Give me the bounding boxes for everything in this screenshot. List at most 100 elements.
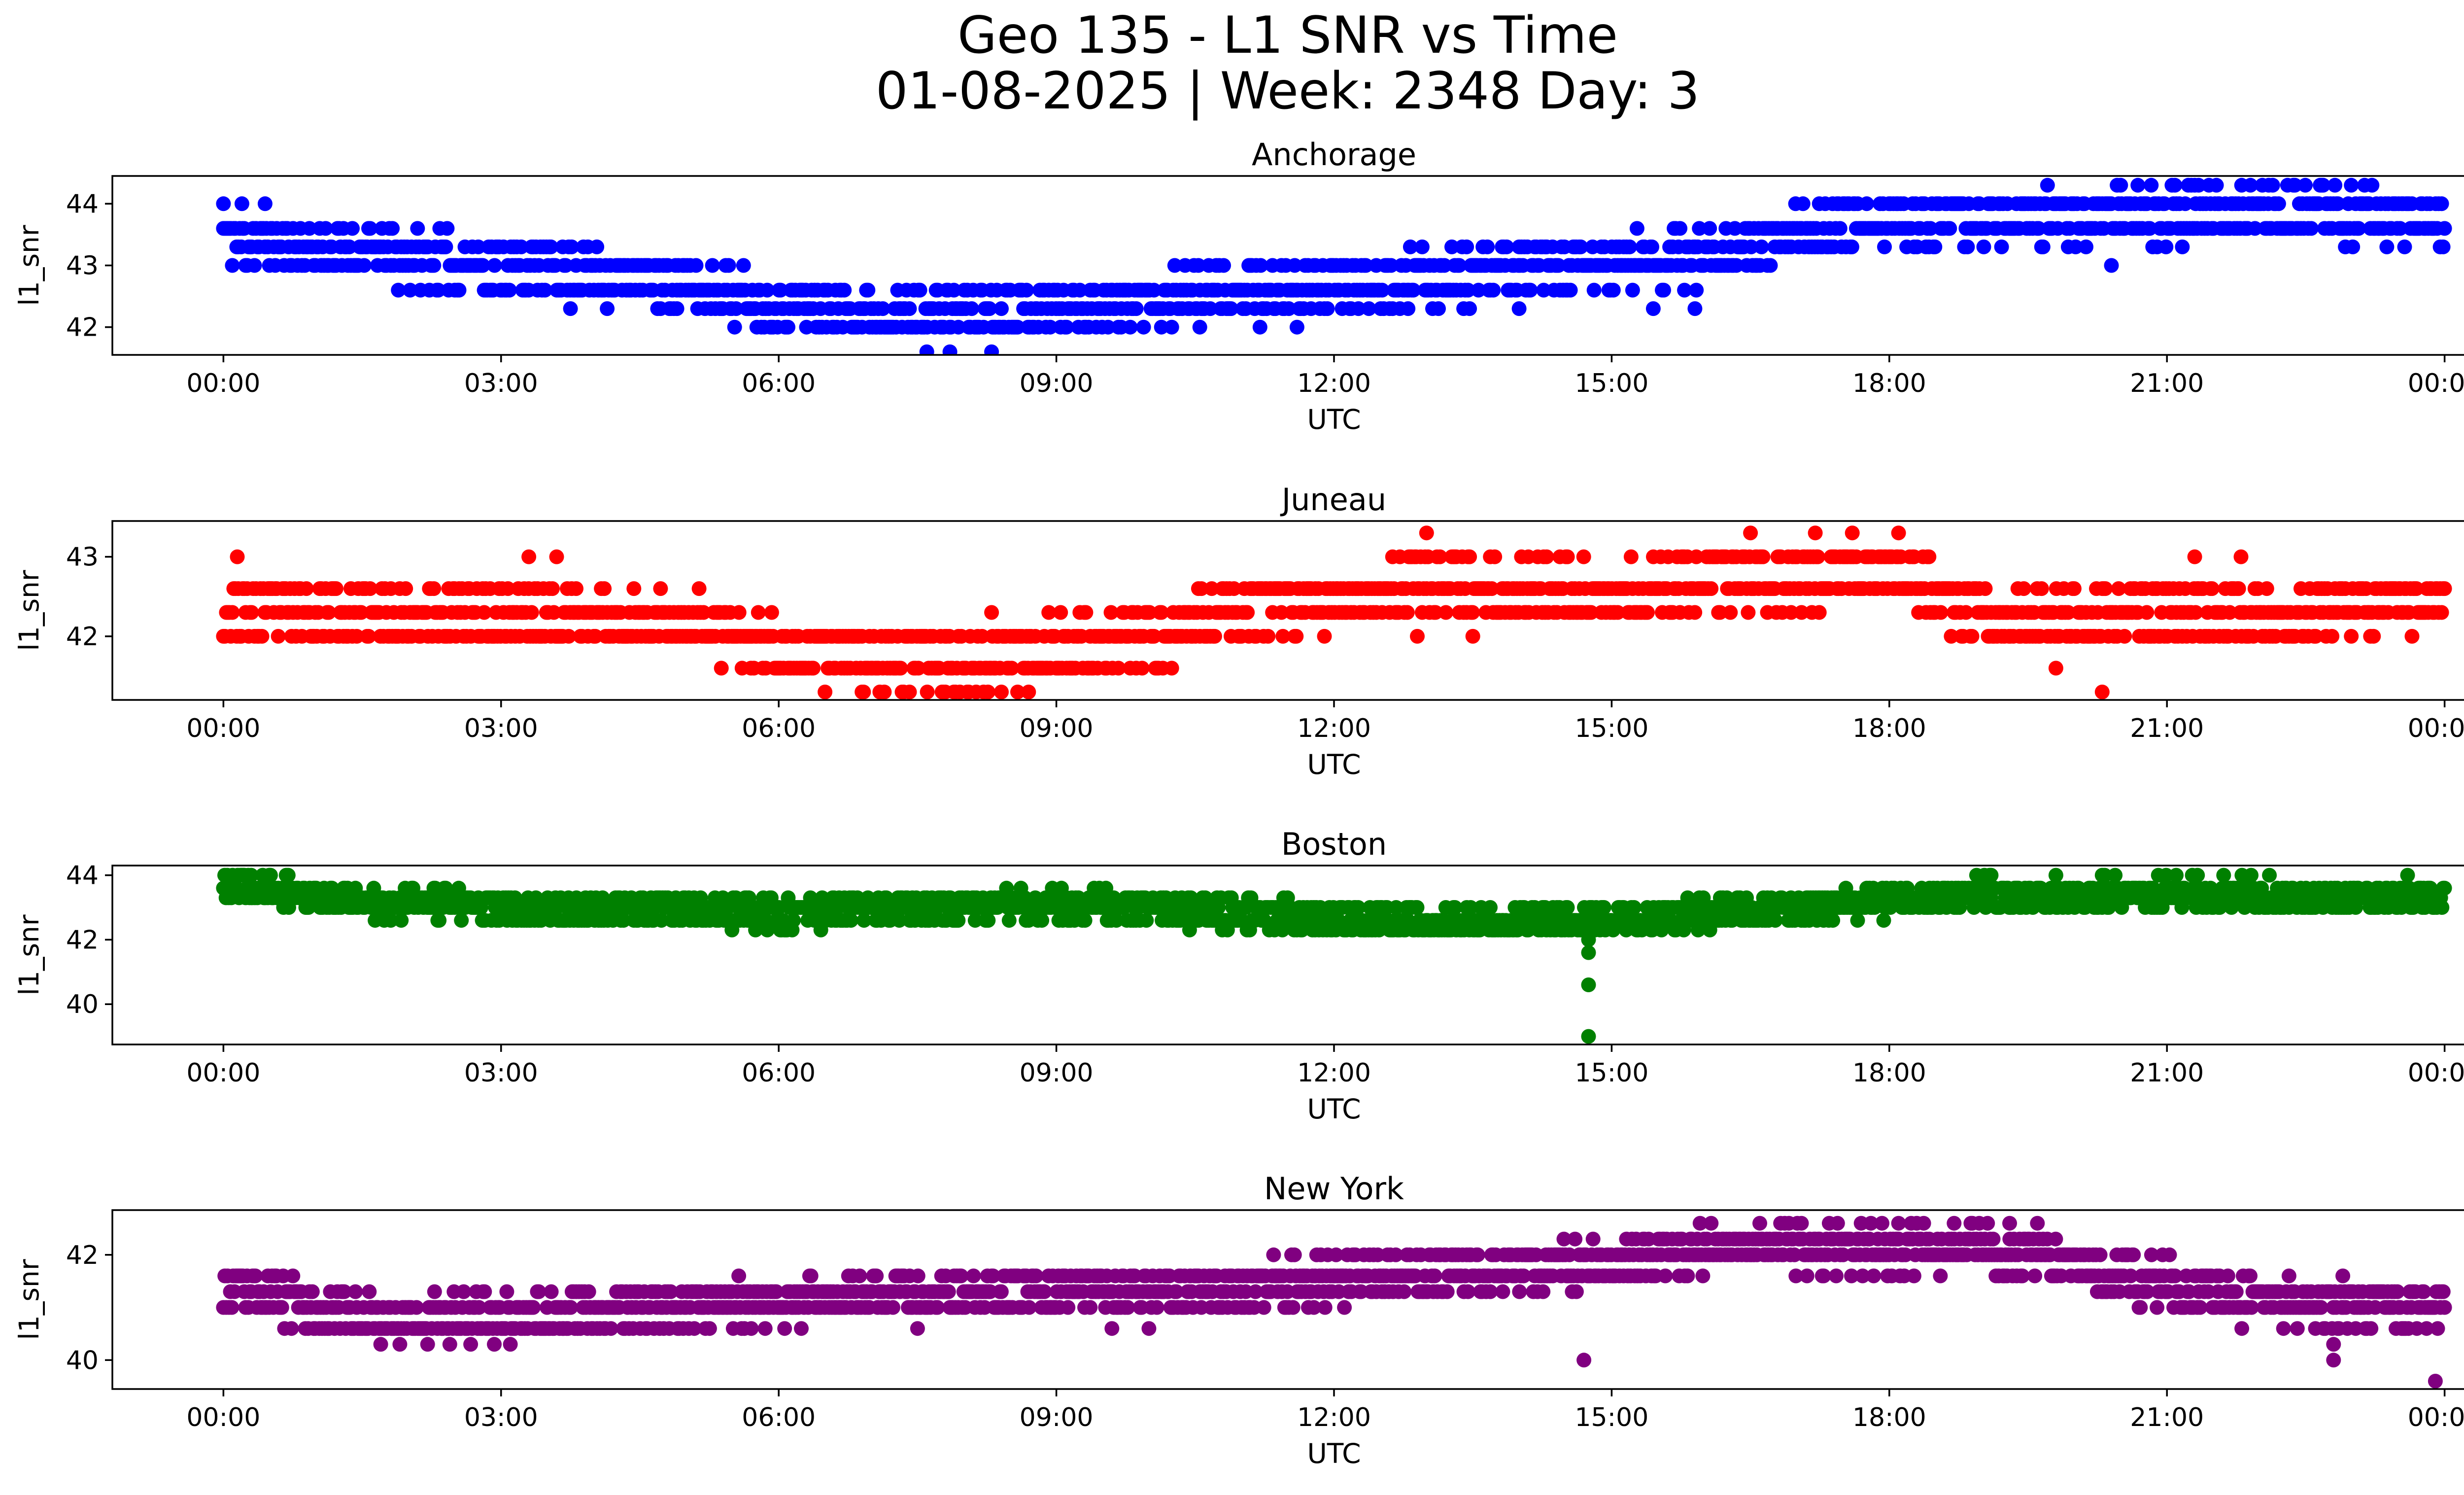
y-tick-label: 43 xyxy=(66,543,99,572)
data-point xyxy=(2231,581,2246,596)
data-point xyxy=(263,868,278,883)
data-point xyxy=(714,661,729,676)
data-point xyxy=(1289,319,1304,335)
data-point xyxy=(1192,319,1207,335)
x-tick-label: 00:00 xyxy=(2408,369,2464,398)
data-point xyxy=(1154,319,1169,335)
data-point xyxy=(1964,628,1980,644)
data-point xyxy=(597,581,612,596)
data-point xyxy=(1461,282,1476,298)
x-tick-label: 18:00 xyxy=(1852,714,1926,743)
data-point xyxy=(2048,661,2063,676)
data-point xyxy=(2187,177,2202,193)
data-point xyxy=(2271,196,2286,211)
data-point xyxy=(394,913,409,928)
data-point xyxy=(1763,258,1778,273)
data-point xyxy=(588,628,603,644)
data-point xyxy=(1059,319,1074,335)
data-point xyxy=(1744,239,1759,254)
data-point xyxy=(349,628,364,644)
data-point xyxy=(1034,913,1050,928)
data-point xyxy=(984,605,999,620)
y-tick-label: 40 xyxy=(66,990,99,1019)
data-point xyxy=(2108,868,2123,883)
data-point xyxy=(524,605,539,620)
data-point xyxy=(1437,258,1452,273)
data-point xyxy=(2031,221,2046,236)
x-tick-label: 00:00 xyxy=(186,1058,260,1088)
data-point xyxy=(500,581,515,596)
data-point xyxy=(891,913,907,928)
data-point xyxy=(1465,628,1480,644)
data-point xyxy=(254,628,270,644)
data-point xyxy=(1139,913,1154,928)
data-point xyxy=(1825,913,1841,928)
data-point xyxy=(2094,868,2110,883)
data-point xyxy=(1261,628,1276,644)
data-point xyxy=(1154,605,1169,620)
data-point xyxy=(1134,661,1150,676)
data-point xyxy=(1560,900,1575,915)
data-point xyxy=(736,258,751,273)
data-point xyxy=(2144,177,2159,193)
data-point xyxy=(653,581,668,596)
data-point xyxy=(431,282,446,298)
data-point xyxy=(1673,221,1688,236)
data-point xyxy=(2351,221,2366,236)
x-tick-label: 18:00 xyxy=(1852,1058,1926,1088)
data-point xyxy=(1581,945,1596,960)
data-point xyxy=(1410,628,1425,644)
data-point xyxy=(1976,239,1991,254)
data-point xyxy=(2158,239,2174,254)
y-tick-label: 42 xyxy=(66,925,99,955)
x-tick-label: 18:00 xyxy=(1852,369,1926,398)
data-point xyxy=(902,301,917,316)
figure-title: Geo 135 - L1 SNR vs Time xyxy=(957,6,1618,65)
data-point xyxy=(967,913,983,928)
data-point xyxy=(771,900,787,915)
data-point xyxy=(1768,913,1783,928)
data-point xyxy=(773,282,788,298)
y-tick-label: 43 xyxy=(66,251,99,281)
data-point xyxy=(426,581,442,596)
data-point xyxy=(1712,605,1728,620)
data-point xyxy=(837,282,852,298)
data-point xyxy=(2259,581,2274,596)
data-point xyxy=(1923,221,1938,236)
data-point xyxy=(454,913,469,928)
data-point xyxy=(1317,628,1332,644)
data-point xyxy=(1656,282,1671,298)
x-tick-label: 00:00 xyxy=(2408,714,2464,743)
data-point xyxy=(2117,628,2132,644)
data-point xyxy=(1944,628,1959,644)
data-point xyxy=(1191,258,1206,273)
data-point xyxy=(981,913,996,928)
data-point xyxy=(1640,605,1655,620)
data-point xyxy=(1167,258,1182,273)
data-point xyxy=(2048,868,2063,883)
data-point xyxy=(1743,525,1758,541)
data-point xyxy=(2437,221,2452,236)
data-point xyxy=(2068,239,2083,254)
data-point xyxy=(1573,239,1588,254)
data-point xyxy=(1551,258,1566,273)
data-point xyxy=(1795,196,1811,211)
data-point xyxy=(225,258,240,273)
data-point xyxy=(1596,900,1611,915)
data-point xyxy=(2113,177,2128,193)
data-point xyxy=(743,661,758,676)
data-point xyxy=(2434,900,2450,915)
data-point xyxy=(2344,628,2359,644)
data-point xyxy=(2244,868,2259,883)
data-point xyxy=(1227,581,1241,596)
data-point xyxy=(2379,239,2395,254)
data-point xyxy=(1129,301,1144,316)
data-point xyxy=(731,605,747,620)
data-point xyxy=(1419,525,1434,541)
data-point xyxy=(2304,221,2319,236)
data-point xyxy=(1358,258,1373,273)
data-point xyxy=(705,258,720,273)
data-point xyxy=(877,684,892,699)
